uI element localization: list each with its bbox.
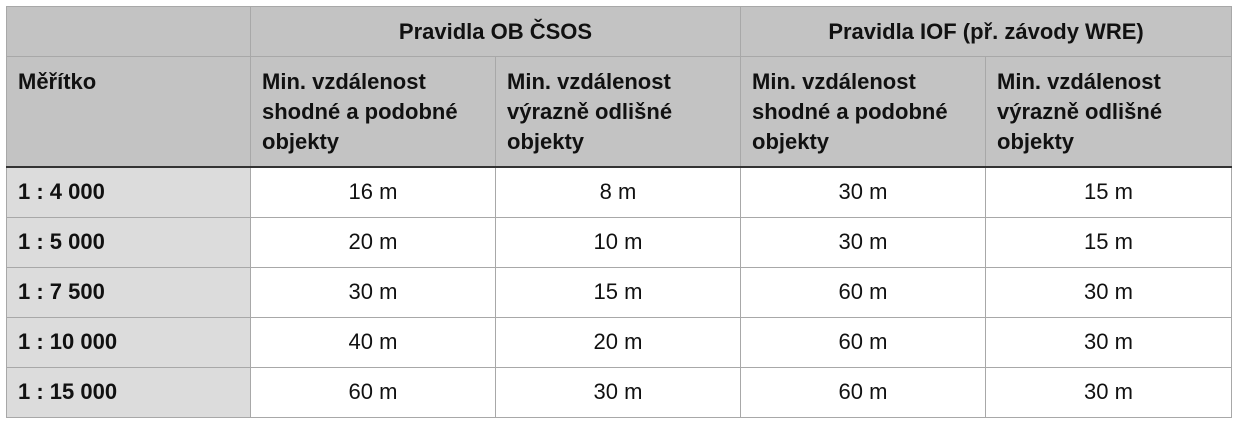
- distance-cell: 60 m: [740, 266, 986, 318]
- distance-cell: 15 m: [984, 216, 1233, 268]
- distance-cell: 15 m: [984, 166, 1233, 218]
- empty-corner: [6, 6, 251, 57]
- table-body: Pravidla OB ČSOS Pravidla IOF (př. závod…: [6, 6, 1233, 418]
- scale-cell: 1 : 4 000: [6, 166, 251, 218]
- distance-cell: 60 m: [740, 366, 986, 418]
- scale-cell: 1 : 7 500: [6, 266, 251, 318]
- column-header: Min. vzdálenost výrazně odlišné objekty: [984, 56, 1233, 168]
- column-header: Min. vzdálenost výrazně odlišné objekty: [495, 56, 741, 168]
- scale-cell: 1 : 15 000: [6, 366, 251, 418]
- distance-cell: 60 m: [740, 316, 986, 368]
- table-row: 1 : 7 500 30 m 15 m 60 m 30 m: [6, 266, 1233, 318]
- distance-cell: 30 m: [250, 266, 496, 318]
- column-header-row: Měřítko Min. vzdálenost shodné a podobné …: [6, 56, 1233, 168]
- distance-cell: 16 m: [250, 166, 496, 218]
- scale-cell: 1 : 10 000: [6, 316, 251, 368]
- table-row: 1 : 10 000 40 m 20 m 60 m 30 m: [6, 316, 1233, 368]
- rules-table: Pravidla OB ČSOS Pravidla IOF (př. závod…: [6, 6, 1233, 418]
- group-header: Pravidla IOF (př. závody WRE): [739, 6, 1233, 57]
- group-header-row: Pravidla OB ČSOS Pravidla IOF (př. závod…: [6, 6, 1233, 57]
- distance-cell: 8 m: [495, 166, 741, 218]
- distance-cell: 20 m: [495, 316, 741, 368]
- distance-cell: 30 m: [984, 266, 1233, 318]
- column-header: Min. vzdálenost shodné a podobné objekty: [740, 56, 986, 168]
- table-row: 1 : 15 000 60 m 30 m 60 m 30 m: [6, 366, 1233, 418]
- scale-cell: 1 : 5 000: [6, 216, 251, 268]
- distance-cell: 20 m: [250, 216, 496, 268]
- distance-cell: 30 m: [740, 166, 986, 218]
- distance-cell: 30 m: [740, 216, 986, 268]
- column-header: Min. vzdálenost shodné a podobné objekty: [250, 56, 496, 168]
- distance-cell: 30 m: [495, 366, 741, 418]
- distance-cell: 15 m: [495, 266, 741, 318]
- distance-cell: 60 m: [250, 366, 496, 418]
- table-row: 1 : 5 000 20 m 10 m 30 m 15 m: [6, 216, 1233, 268]
- distance-cell: 40 m: [250, 316, 496, 368]
- distance-cell: 30 m: [984, 316, 1233, 368]
- distance-cell: 30 m: [984, 366, 1233, 418]
- column-header: Měřítko: [6, 56, 251, 168]
- distance-cell: 10 m: [495, 216, 741, 268]
- group-header: Pravidla OB ČSOS: [250, 6, 741, 57]
